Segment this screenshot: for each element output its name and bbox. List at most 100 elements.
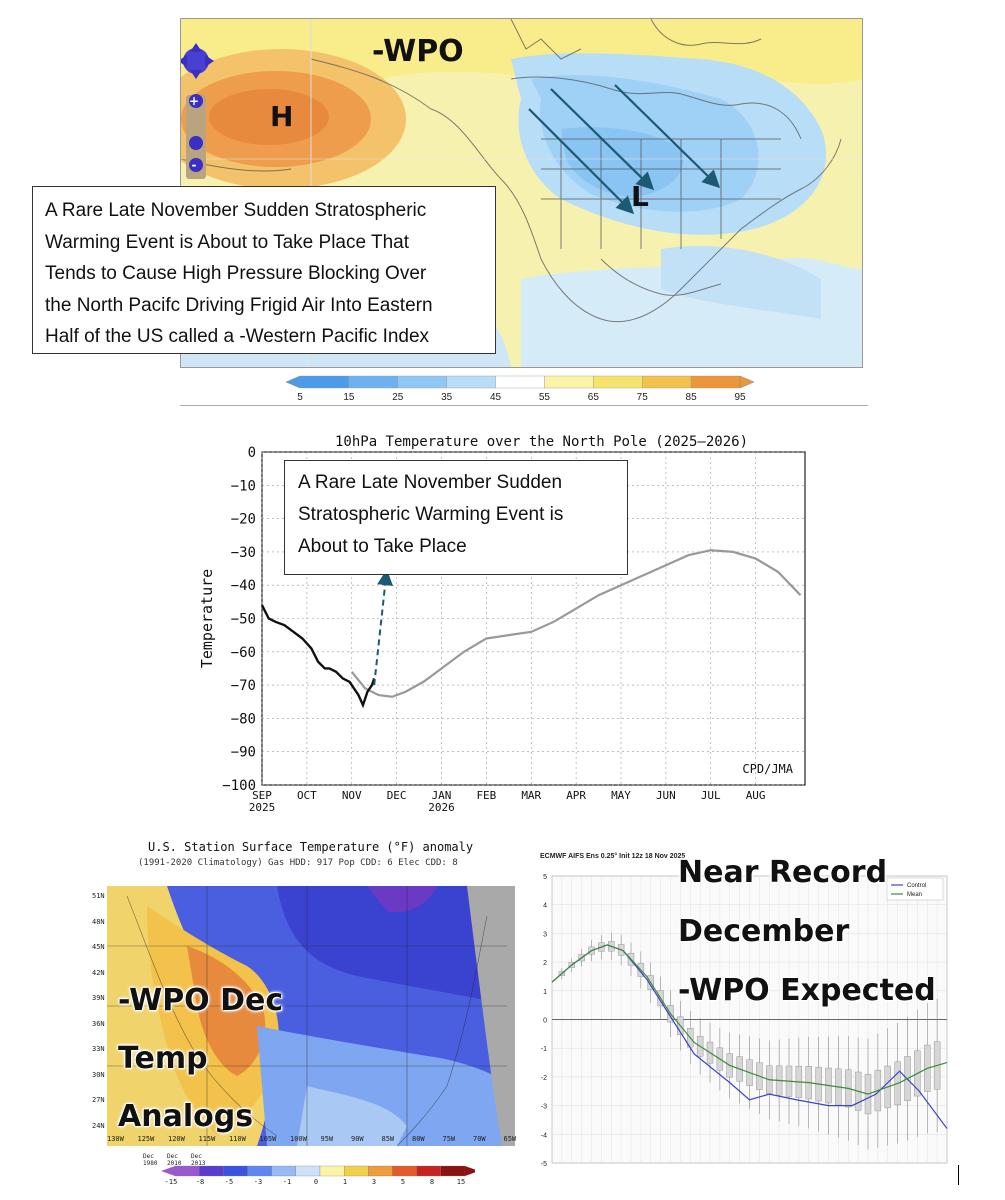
colorbar-tick-label: 85 [686,392,698,403]
overlay-line: Analogs [118,1099,254,1134]
lon-label: 85W [381,1135,395,1143]
colorbar-tick-label: 65 [588,392,600,403]
x-year-label: 2025 [249,801,276,813]
y-tick-label: 2 [543,960,547,967]
colorbar-tick-label: -3 [254,1178,262,1186]
legend-year: Dec [167,1153,178,1160]
lat-label: 27N [92,1096,105,1104]
colorbar-tick-label: -1 [283,1178,291,1186]
lat-label: 24N [92,1121,105,1130]
x-tick-label: NOV [342,789,362,802]
colorbar-tick-label: 25 [392,392,404,403]
lon-label: 110W [229,1135,246,1143]
colorbar-tick-label: 45 [490,392,502,403]
y-tick-label: 3 [543,931,547,938]
colorbar-swatch [199,1165,224,1177]
y-tick-label: 5 [543,874,547,881]
colorbar-swatch [271,1165,296,1177]
colorbar-swatch [690,375,741,389]
y-tick-label: −100 [222,778,256,794]
colorbar-swatch [368,1165,393,1177]
ecmwf-wpo-forecast-panel: 5 4 3 2 1 0 -1 -2 -3 -4 -5 Control Mean [528,850,958,1183]
colorbar-swatch [446,375,496,389]
lon-label: 70W [473,1135,486,1143]
lat-label: 48N [92,917,105,926]
callout-line: A Rare Late November Sudden [298,472,563,493]
overlay-line: -WPO Expected [678,973,936,1008]
y-tick-label: 4 [543,903,547,910]
colorbar-tick-label: 95 [734,392,746,403]
overlay-line: Temp [118,1041,208,1076]
wpo-label: -WPO [372,34,464,69]
lon-label: 65W [503,1135,517,1143]
map-nav-control[interactable] [181,43,214,179]
x-tick-label: MAR [521,789,541,802]
low-pressure-label: L [631,180,649,213]
overlay-line: December [678,914,850,949]
callout-line: Stratospheric Warming Event is [298,504,564,525]
longitude-labels: 130W 125W 120W 115W 110W 105W 100W 95W 90W 85W 80W… [107,1135,517,1147]
colorbar-swatch [299,375,350,389]
chart-legend: Control Mean [886,877,944,901]
colorbar-swatch [348,375,398,389]
lon-label: 90W [351,1135,364,1143]
y-tick-label: −70 [231,678,256,694]
colorbar-swatch [397,375,447,389]
x-year-label: 2026 [428,801,455,813]
lon-label: 120W [168,1135,185,1143]
ecmwf-header: ECMWF AIFS Ens 0.25° Init 12z 18 Nov 202… [540,853,686,860]
colorbar-tick-label: 5 [401,1178,405,1186]
zoom-in-button[interactable]: + [188,94,200,108]
colorbar-swatch [223,1165,248,1177]
colorbar-tick-label: -5 [225,1178,233,1186]
y-tick-label: -2 [541,1075,547,1082]
panel3-subtitle: (1991-2020 Climatology) Gas HDD: 917 Pop… [138,858,458,868]
zoom-out-button[interactable]: - [191,158,197,172]
y-tick-label: −50 [231,612,256,628]
overlay-line: -WPO Dec [118,983,284,1018]
mean-line [551,944,948,1095]
x-tick-label: FEB [476,789,496,802]
colorbar-swatch [642,375,692,389]
temperature-colorbar: 5 15 25 35 45 55 65 75 85 95 [285,375,755,403]
colorbar-tick-label: 15 [343,392,355,403]
colorbar-end-left [285,375,301,389]
x-tick-label: MAY [611,789,631,802]
y-tick-label: −30 [231,545,256,561]
colorbar-tick-label: 3 [372,1178,376,1186]
colorbar-swatch [544,375,594,389]
climatology-line [350,549,802,698]
y-tick-label: −20 [231,512,256,528]
cursor-mark [958,1165,959,1185]
y-tick-label: -3 [541,1104,547,1111]
colorbar-tick-label: 1 [343,1178,347,1186]
colorbar-swatch [174,1165,200,1177]
latitude-labels: 51N 48N 45N 42N 39N 36N 33N 30N 27N 24N [92,892,106,1142]
legend-year: Dec [191,1153,202,1160]
lat-label: 33N [92,1045,105,1053]
lat-label: 39N [92,994,105,1002]
callout-line: A Rare Late November Sudden Stratospheri… [45,200,427,221]
high-pressure-label: H [270,100,294,133]
colorbar-swatch [440,1165,466,1177]
legend-label: Mean [907,892,922,898]
colorbar-tick-label: 15 [457,1178,465,1186]
cold-air-arrows [528,84,721,215]
colorbar-swatch [495,375,545,389]
x-tick-label: APR [566,789,586,802]
ssw-callout-chart: A Rare Late November Sudden Stratospheri… [284,460,628,575]
analog-overlay-text: -WPO Dec Temp Analogs [118,972,283,1146]
us-temp-anomaly-map [107,886,515,1146]
y-tick-label: 0 [248,445,256,461]
chart-title: 10hPa Temperature over the North Pole (2… [335,434,748,450]
y-tick-label: −10 [231,478,256,494]
y-tick-label: −40 [231,578,256,594]
overlay-line: Near Record [678,855,888,890]
colorbar-tick-label: 0 [314,1178,318,1186]
observed-line [260,604,376,709]
forecast-overlay-text: Near Record December -WPO Expected [678,843,936,1020]
x-tick-label: AUG [746,789,766,802]
callout-line: About to Take Place [298,536,467,557]
wpo-ensemble-chart: 5 4 3 2 1 0 -1 -2 -3 -4 -5 Control Mean [541,874,948,1168]
